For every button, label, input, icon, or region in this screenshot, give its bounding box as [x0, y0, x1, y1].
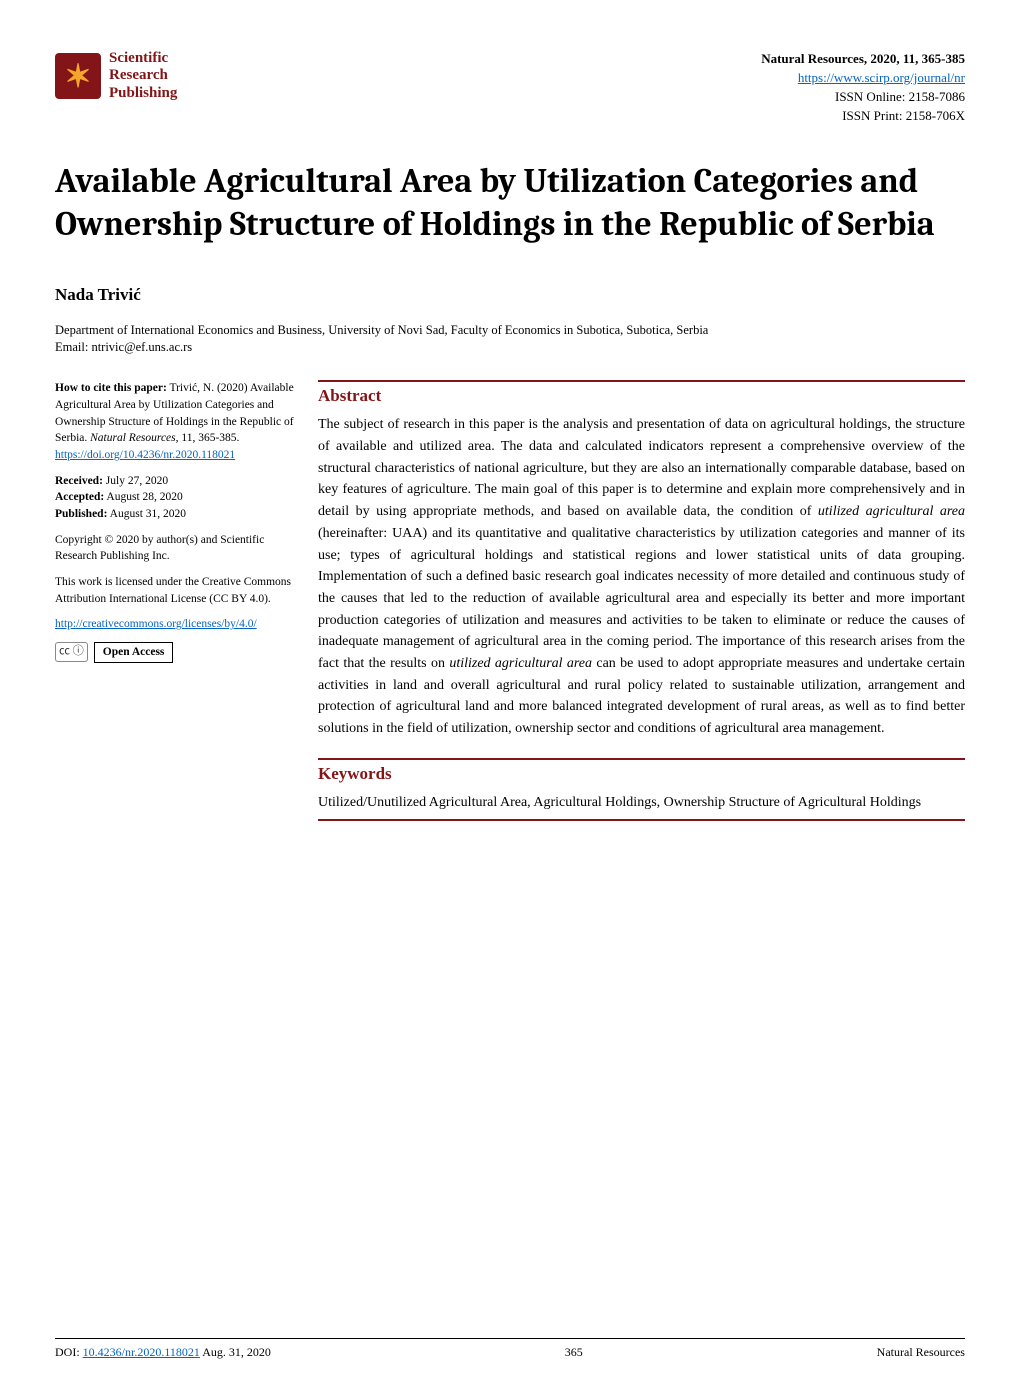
- abstract-body: The subject of research in this paper is…: [318, 414, 965, 739]
- publisher-logo-block: ✶ Scientific Research Publishing: [55, 50, 177, 102]
- abstract-part2: (hereinafter: UAA) and its quantitative …: [318, 526, 965, 671]
- cite-volume: , 11, 365-385.: [176, 432, 240, 444]
- dates-block: Received: July 27, 2020 Accepted: August…: [55, 473, 300, 523]
- cc-badge-icon: ㏄ ⓘ: [55, 642, 88, 662]
- logo-glyph: ✶: [65, 57, 92, 95]
- doi-link[interactable]: https://doi.org/10.4236/nr.2020.118021: [55, 449, 235, 461]
- author-email: Email: ntrivic@ef.uns.ac.rs: [55, 340, 965, 355]
- accepted-label: Accepted:: [55, 491, 104, 503]
- cite-label: How to cite this paper:: [55, 382, 167, 394]
- publisher-name: Scientific Research Publishing: [109, 50, 177, 102]
- keywords-text: Utilized/Unutilized Agricultural Area, A…: [318, 792, 965, 814]
- publisher-logo-icon: ✶: [55, 53, 101, 99]
- published-label: Published:: [55, 508, 107, 520]
- main-content: Abstract The subject of research in this…: [318, 380, 965, 821]
- cc-row: ㏄ ⓘ Open Access: [55, 642, 300, 663]
- footer-page-number: 365: [565, 1345, 583, 1360]
- copyright-line: Copyright © 2020 by author(s) and Scient…: [55, 532, 300, 565]
- journal-info: Natural Resources, 2020, 11, 365-385 htt…: [761, 50, 965, 125]
- keywords-heading: Keywords: [318, 758, 965, 784]
- license-line: This work is licensed under the Creative…: [55, 574, 300, 607]
- footer-date: Aug. 31, 2020: [200, 1345, 271, 1359]
- open-access-badge: Open Access: [94, 642, 174, 663]
- paper-title: Available Agricultural Area by Utilizati…: [55, 160, 965, 245]
- accepted-date: August 28, 2020: [104, 491, 183, 503]
- sidebar: How to cite this paper: Trivić, N. (2020…: [55, 380, 300, 821]
- page-footer: DOI: 10.4236/nr.2020.118021 Aug. 31, 202…: [55, 1338, 965, 1360]
- author-affiliation: Department of International Economics an…: [55, 323, 965, 338]
- abstract-term2: utilized agricultural area: [449, 656, 592, 671]
- how-to-cite: How to cite this paper: Trivić, N. (2020…: [55, 380, 300, 463]
- footer-journal: Natural Resources: [877, 1345, 965, 1360]
- issn-online: ISSN Online: 2158-7086: [761, 88, 965, 107]
- abstract-heading: Abstract: [318, 380, 965, 406]
- received-label: Received:: [55, 475, 103, 487]
- footer-doi-label: DOI:: [55, 1345, 83, 1359]
- keywords-rule: [318, 819, 965, 821]
- published-date: August 31, 2020: [107, 508, 186, 520]
- footer-left: DOI: 10.4236/nr.2020.118021 Aug. 31, 202…: [55, 1345, 271, 1360]
- journal-url[interactable]: https://www.scirp.org/journal/nr: [798, 70, 965, 85]
- header: ✶ Scientific Research Publishing Natural…: [55, 50, 965, 125]
- received-date: July 27, 2020: [103, 475, 168, 487]
- content-columns: How to cite this paper: Trivić, N. (2020…: [55, 380, 965, 821]
- license-url[interactable]: http://creativecommons.org/licenses/by/4…: [55, 618, 257, 630]
- footer-doi-link[interactable]: 10.4236/nr.2020.118021: [83, 1345, 200, 1359]
- journal-citation: Natural Resources, 2020, 11, 365-385: [761, 50, 965, 69]
- author-name: Nada Trivić: [55, 285, 965, 305]
- cite-journal: Natural Resources: [90, 432, 176, 444]
- abstract-term1: utilized agricultural area: [818, 504, 965, 519]
- issn-print: ISSN Print: 2158-706X: [761, 107, 965, 126]
